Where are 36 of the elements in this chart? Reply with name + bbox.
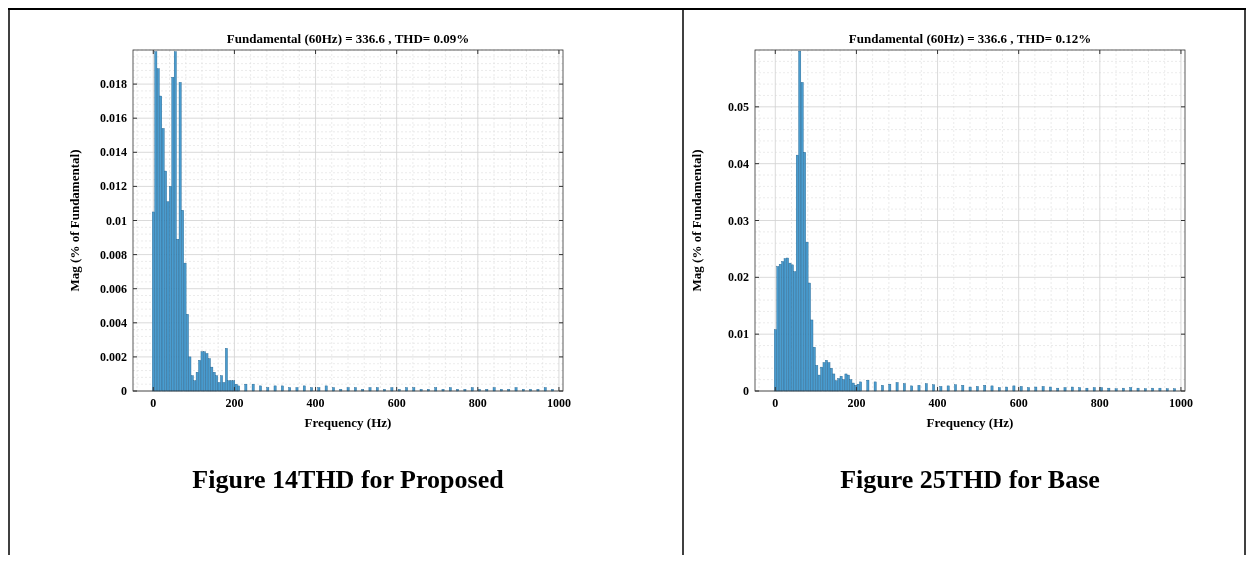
x-axis-title: Frequency (Hz) <box>304 415 392 430</box>
y-tick-label: 0.002 <box>100 349 127 364</box>
y-tick-label: 0.012 <box>100 179 127 194</box>
x-tick-label: 200 <box>847 396 866 410</box>
x-tick-label: 1000 <box>1168 396 1193 410</box>
y-tick-label: 0 <box>743 384 749 398</box>
x-tick-label: 600 <box>1009 396 1028 410</box>
y-tick-label: 0.018 <box>100 77 127 92</box>
chart-title: Fundamental (60Hz) = 336.6 , THD= 0.09% <box>226 31 470 46</box>
x-tick-label: 0 <box>772 396 779 410</box>
x-tick-label: 800 <box>468 396 487 410</box>
x-tick-label: 400 <box>928 396 947 410</box>
x-tick-label: 1000 <box>546 396 571 410</box>
chart-title: Fundamental (60Hz) = 336.6 , THD= 0.12% <box>848 31 1092 46</box>
y-tick-label: 0.008 <box>100 247 127 262</box>
y-tick-label: 0.01 <box>106 213 127 228</box>
y-tick-label: 0.01 <box>728 327 749 342</box>
y-tick-label: 0.02 <box>728 270 749 285</box>
x-tick-label: 800 <box>1090 396 1109 410</box>
y-axis-title: Mag (% of Fundamental) <box>67 149 82 292</box>
y-tick-label: 0 <box>121 384 127 398</box>
x-tick-label: 400 <box>306 396 325 410</box>
y-tick-label: 0.03 <box>728 213 749 228</box>
y-tick-label: 0.006 <box>100 281 127 296</box>
x-tick-label: 200 <box>225 396 244 410</box>
y-tick-label: 0.014 <box>100 145 127 160</box>
caption: Figure 25THD for Base <box>840 465 1100 494</box>
caption: Figure 14THD for Proposed <box>192 465 505 494</box>
x-axis-title: Frequency (Hz) <box>926 415 1014 430</box>
y-tick-label: 0.016 <box>100 111 127 126</box>
y-axis-title: Mag (% of Fundamental) <box>689 149 704 292</box>
y-tick-label: 0.004 <box>100 315 127 330</box>
x-tick-label: 0 <box>150 396 157 410</box>
y-tick-label: 0.04 <box>728 156 749 171</box>
y-tick-label: 0.05 <box>728 99 749 114</box>
x-tick-label: 600 <box>387 396 406 410</box>
